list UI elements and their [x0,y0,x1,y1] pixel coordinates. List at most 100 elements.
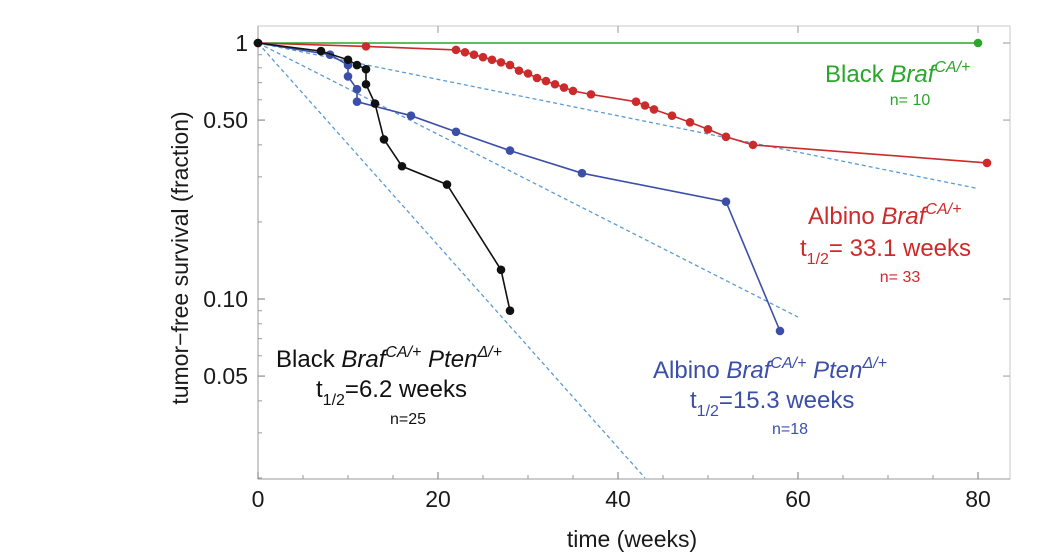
label-black-braf-pten-gene1: Braf [341,346,387,373]
data-point-albino_braf [640,101,650,110]
data-point-albino_braf [496,58,506,67]
svg-text:t1/2= 33.1 weeks: t1/2= 33.1 weeks [800,235,971,268]
data-point-albino_braf [532,73,542,83]
label-black-braf-n: n= 10 [890,92,931,109]
svg-text:Black BrafCA/+: Black BrafCA/+ [825,59,970,88]
fit-line-albino_braf [258,42,979,190]
data-point-albino_braf [541,76,551,86]
label-black-braf-pten-gene2: Pten [421,346,477,373]
data-point-albino_braf [460,47,470,57]
data-point-black_braf [973,38,983,48]
label-black-braf-pten: Black BrafCA/+ PtenΔ/+ t1/2=6.2 weeks n=… [276,344,502,428]
data-point-albino_braf [685,118,695,127]
svg-text:Albino BrafCA/+ PtenΔ/+: Albino BrafCA/+ PtenΔ/+ [653,355,887,384]
label-albino-braf-pten: Albino BrafCA/+ PtenΔ/+ t1/2=15.3 weeks … [653,355,887,438]
data-point-black_braf_pten [442,180,452,189]
x-tick-label: 40 [605,486,631,512]
data-point-albino_braf [982,158,992,168]
label-albino-braf-tsub: 1/2 [807,251,829,268]
label-albino-braf-pten-sup1: CA/+ [770,355,806,372]
x-axis-title: time (weeks) [567,526,697,552]
data-point-albino_braf [748,140,758,150]
label-albino-braf-pten-prefix: Albino [653,357,726,384]
label-black-braf-pten-sup2: Δ/+ [476,344,502,361]
data-point-albino_braf_pten [577,168,587,178]
label-black-braf-sup: CA/+ [934,59,970,76]
series-line-albino_braf_pten [257,42,781,332]
data-point-albino_braf [469,50,479,60]
data-point-black_braf_pten [397,161,407,171]
data-point-albino_braf [487,55,497,65]
svg-text:t1/2=15.3 weeks: t1/2=15.3 weeks [690,387,854,420]
y-tick-label: 0.50 [203,107,248,133]
label-albino-braf-pten-sup2: Δ/+ [861,355,887,372]
y-tick-label: 0.05 [203,363,248,389]
data-point-albino_braf [478,52,488,62]
data-point-albino_braf [649,105,659,114]
label-albino-braf-pten-n: n=18 [772,421,808,438]
x-tick-label: 0 [252,486,265,512]
data-point-albino_braf [559,83,569,92]
y-axis-title: tumor−free survival (fraction) [167,111,193,404]
axis-ticks: 0 20 40 60 80 1 0.50 0.10 0.05 [203,26,1010,512]
data-point-albino_braf_pten [352,97,362,106]
data-point-albino_braf_pten [406,111,416,121]
fit-line-black_braf_pten [258,42,646,479]
svg-text:Albino BrafCA/+: Albino BrafCA/+ [808,201,961,230]
label-black-braf-prefix: Black [825,61,890,88]
data-point-albino_braf [505,60,515,70]
data-series [253,38,992,336]
data-point-albino_braf [568,86,578,96]
data-point-albino_braf [550,79,560,89]
data-point-black_braf_pten [316,46,326,56]
data-point-albino_braf [523,69,533,78]
label-albino-braf-sup: CA/+ [925,201,961,218]
svg-text:Black BrafCA/+ PtenΔ/+: Black BrafCA/+ PtenΔ/+ [276,344,502,373]
label-albino-braf-t: t [800,235,807,262]
label-albino-braf-pten-tsub: 1/2 [697,403,719,420]
data-point-albino_braf_pten [343,72,353,81]
data-point-black_braf_pten [505,306,515,316]
data-point-albino_braf [721,132,731,142]
label-black-braf-pten-n: n=25 [390,411,426,428]
label-black-braf-pten-t: t [316,376,323,403]
data-point-black_braf_pten [253,38,263,48]
data-point-black_braf_pten [361,64,371,74]
data-point-black_braf_pten [370,99,380,108]
data-point-black_braf_pten [496,265,506,275]
data-point-black_braf_pten [343,55,353,65]
label-albino-braf-pten-tval: =15.3 weeks [719,387,854,414]
data-point-albino_braf_pten [352,84,362,94]
label-black-braf: Black BrafCA/+ n= 10 [825,59,970,109]
label-albino-braf-n: n= 33 [880,269,921,286]
label-albino-braf-pten-t: t [690,387,697,414]
data-point-black_braf_pten [361,79,371,89]
data-point-albino_braf_pten [775,326,785,336]
fit-line-albino_braf_pten [258,42,799,318]
fit-lines [258,42,979,479]
x-tick-label: 60 [785,486,811,512]
data-point-black_braf_pten [379,135,389,144]
data-point-albino_braf_pten [721,197,731,206]
x-tick-label: 80 [965,486,991,512]
data-point-albino_braf [586,90,596,99]
data-point-albino_braf [361,42,371,51]
label-black-braf-pten-sup1: CA/+ [385,344,421,361]
data-point-albino_braf [451,45,461,55]
data-point-albino_braf_pten [505,146,515,155]
y-tick-label: 1 [235,30,248,56]
label-black-braf-gene: Braf [890,61,936,88]
x-tick-label: 20 [425,486,451,512]
data-point-albino_braf [514,66,524,75]
label-black-braf-pten-prefix: Black [276,346,341,373]
data-point-albino_braf_pten [451,127,461,137]
label-albino-braf-pten-gene1: Braf [726,357,772,384]
series-line-black_braf_pten [257,42,511,311]
data-point-albino_braf [631,97,641,106]
label-albino-braf-tval: = 33.1 weeks [829,235,971,262]
data-point-albino_braf [667,111,677,121]
label-albino-braf-gene: Braf [881,203,927,230]
label-albino-braf: Albino BrafCA/+ t1/2= 33.1 weeks n= 33 [800,201,971,286]
data-point-black_braf_pten [352,60,362,70]
